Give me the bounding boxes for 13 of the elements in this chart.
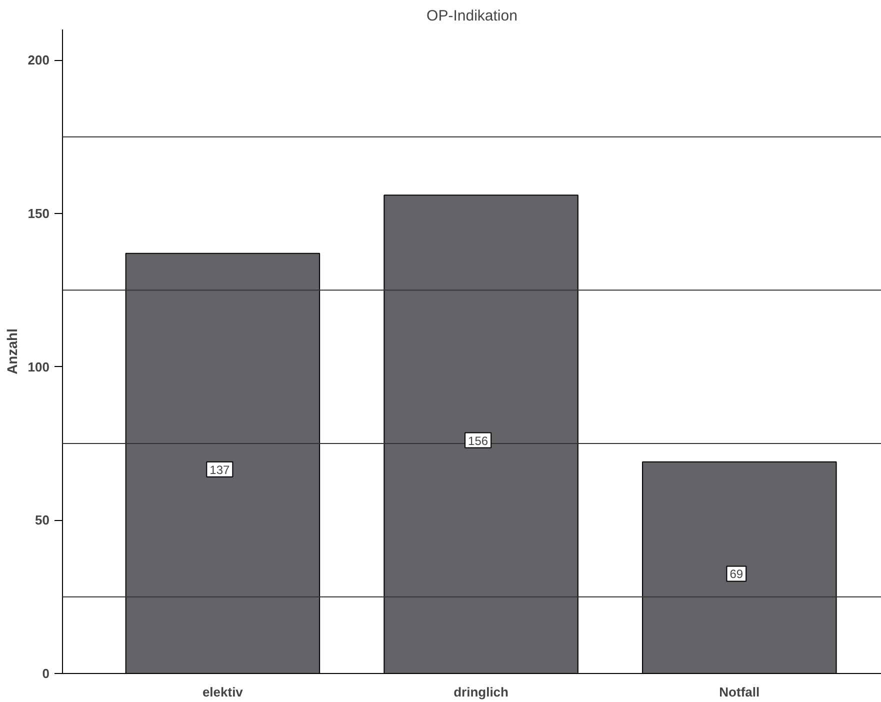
data-label: 69: [730, 567, 744, 582]
x-tick-label: dringlich: [454, 684, 509, 700]
x-tick-label: elektiv: [202, 684, 244, 700]
y-tick-label: 100: [28, 359, 50, 374]
y-tick-label: 150: [28, 206, 50, 221]
chart-title: OP-Indikation: [426, 8, 518, 24]
data-label: 156: [468, 434, 488, 448]
data-label: 137: [210, 462, 230, 477]
y-tick-label: 50: [35, 512, 50, 528]
y-tick-label: 0: [42, 666, 50, 681]
x-tick-label: Notfall: [719, 684, 760, 700]
y-tick-label: 200: [28, 52, 50, 68]
y-axis-title: Anzahl: [4, 328, 20, 374]
